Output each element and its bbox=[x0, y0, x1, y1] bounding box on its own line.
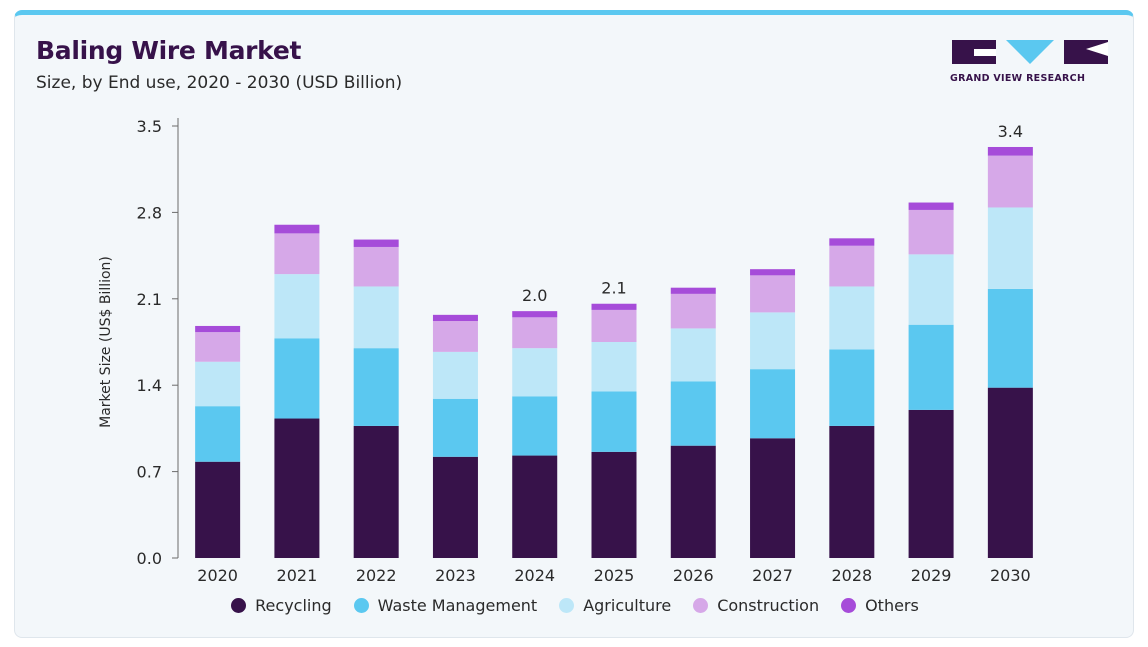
bar-segment-waste-management bbox=[432, 398, 478, 457]
bar-segment-recycling bbox=[591, 451, 637, 558]
bar-segment-others bbox=[432, 314, 478, 322]
legend-item: Construction bbox=[693, 596, 819, 615]
x-tick-label: 2030 bbox=[990, 566, 1031, 585]
legend-item: Waste Management bbox=[353, 596, 538, 615]
bar-segment-others bbox=[353, 239, 399, 247]
bar-segment-construction bbox=[987, 155, 1033, 208]
chart-subtitle: Size, by End use, 2020 - 2030 (USD Billi… bbox=[36, 73, 403, 93]
bar-segment-agriculture bbox=[432, 351, 478, 399]
legend-label: Waste Management bbox=[377, 596, 538, 615]
y-tick-label: 0.7 bbox=[137, 463, 162, 482]
x-tick-label: 2021 bbox=[277, 566, 318, 585]
bar-segment-construction bbox=[432, 321, 478, 352]
y-tick-label: 3.5 bbox=[137, 117, 162, 136]
bar-segment-agriculture bbox=[670, 328, 716, 382]
bar-segment-waste-management bbox=[670, 381, 716, 446]
bar-segment-waste-management bbox=[829, 349, 875, 426]
bar-segment-recycling bbox=[195, 461, 241, 558]
bar-segment-waste-management bbox=[353, 348, 399, 426]
bar-segment-recycling bbox=[987, 387, 1033, 558]
legend-label: Agriculture bbox=[583, 596, 672, 615]
chart-title: Baling Wire Market bbox=[36, 36, 302, 65]
bar-segment-waste-management bbox=[908, 324, 954, 410]
bar-total-label: 2.0 bbox=[522, 286, 547, 305]
bar-segment-agriculture bbox=[908, 254, 954, 325]
legend-swatch bbox=[559, 598, 575, 613]
legend-label: Construction bbox=[717, 596, 820, 615]
x-tick-label: 2028 bbox=[831, 566, 872, 585]
bar-segment-recycling bbox=[750, 438, 796, 558]
legend-label: Recycling bbox=[255, 596, 332, 615]
legend-swatch bbox=[231, 598, 247, 613]
x-tick-label: 2026 bbox=[673, 566, 714, 585]
bar-segment-recycling bbox=[670, 445, 716, 558]
legend-item: Others bbox=[841, 596, 919, 615]
bar-segment-construction bbox=[750, 275, 796, 313]
x-tick-label: 2023 bbox=[435, 566, 476, 585]
legend-swatch bbox=[353, 598, 369, 613]
bar-segment-recycling bbox=[274, 418, 320, 558]
bar-segment-construction bbox=[591, 309, 637, 342]
bar-segment-waste-management bbox=[195, 406, 241, 462]
bar-segment-others bbox=[670, 287, 716, 294]
x-tick-label: 2022 bbox=[356, 566, 397, 585]
legend-item: Agriculture bbox=[559, 596, 671, 615]
bar-segment-waste-management bbox=[750, 369, 796, 439]
bar-segment-agriculture bbox=[829, 286, 875, 350]
bar-segment-construction bbox=[670, 293, 716, 329]
bar-segment-agriculture bbox=[195, 361, 241, 407]
x-tick-label: 2027 bbox=[752, 566, 793, 585]
bar-segment-agriculture bbox=[987, 207, 1033, 289]
bar-segment-construction bbox=[512, 317, 558, 349]
bar-segment-recycling bbox=[908, 409, 954, 558]
bar-segment-agriculture bbox=[591, 342, 637, 392]
bar-segment-construction bbox=[195, 332, 241, 362]
bar-segment-others bbox=[829, 238, 875, 246]
bar-segment-waste-management bbox=[591, 391, 637, 452]
bar-segment-others bbox=[908, 202, 954, 210]
y-tick-label: 0.0 bbox=[137, 549, 162, 568]
bar-segment-others bbox=[750, 269, 796, 276]
bar-segment-waste-management bbox=[987, 288, 1033, 388]
gvr-logo-icon bbox=[952, 40, 1108, 64]
y-axis-title: Market Size (US$ Billion) bbox=[98, 256, 114, 428]
y-tick-label: 2.8 bbox=[137, 203, 162, 222]
bar-segment-construction bbox=[829, 245, 875, 287]
x-tick-label: 2025 bbox=[594, 566, 635, 585]
bar-segment-others bbox=[195, 325, 241, 333]
bar-segment-agriculture bbox=[512, 348, 558, 397]
bar-total-label: 2.1 bbox=[601, 279, 626, 298]
bar-total-label: 3.4 bbox=[998, 122, 1023, 141]
bar-segment-agriculture bbox=[353, 286, 399, 349]
legend-item: Recycling bbox=[231, 596, 332, 615]
bar-segment-others bbox=[987, 146, 1033, 156]
y-tick-label: 2.1 bbox=[137, 290, 162, 309]
bar-segment-others bbox=[512, 311, 558, 318]
logo-text: GRAND VIEW RESEARCH bbox=[950, 73, 1086, 84]
bar-segment-construction bbox=[274, 233, 320, 275]
bar-segment-construction bbox=[353, 246, 399, 287]
legend-swatch bbox=[841, 598, 857, 613]
bar-segment-others bbox=[274, 224, 320, 234]
legend-swatch bbox=[693, 598, 709, 613]
bar-segment-agriculture bbox=[274, 274, 320, 339]
bar-segment-waste-management bbox=[512, 396, 558, 456]
bar-segment-recycling bbox=[829, 425, 875, 558]
legend-label: Others bbox=[865, 596, 919, 615]
bar-segment-recycling bbox=[353, 425, 399, 558]
bar-segment-recycling bbox=[512, 455, 558, 558]
x-tick-label: 2024 bbox=[514, 566, 555, 585]
bar-segment-agriculture bbox=[750, 312, 796, 370]
bar-segment-others bbox=[591, 303, 637, 310]
bar-segment-construction bbox=[908, 209, 954, 255]
x-tick-label: 2029 bbox=[911, 566, 952, 585]
bar-segment-recycling bbox=[432, 456, 478, 558]
bar-segment-waste-management bbox=[274, 338, 320, 419]
chart-legend: Recycling Waste Management Agriculture Cons… bbox=[0, 596, 1148, 615]
y-tick-label: 1.4 bbox=[137, 376, 162, 395]
x-tick-label: 2020 bbox=[197, 566, 238, 585]
